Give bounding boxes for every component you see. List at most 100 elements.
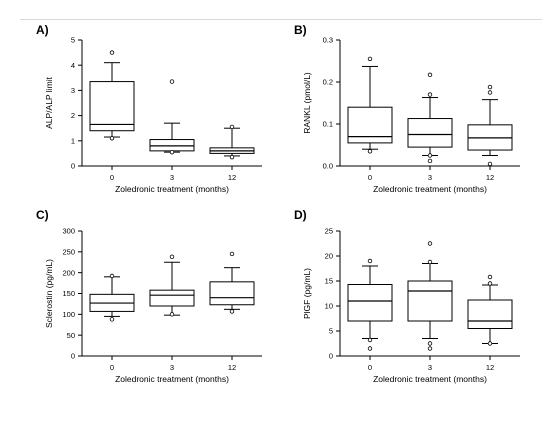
box-group <box>149 254 195 317</box>
box-group <box>407 241 453 351</box>
outlier-point <box>367 149 373 154</box>
box-group <box>467 84 513 167</box>
panel-3: C) 0 50 100 150 200 250 300 0 3 12 Zoledronic treat… <box>36 208 262 384</box>
box-group <box>149 79 195 155</box>
outlier-point <box>427 241 433 246</box>
panel-4: D) 0 5 10 15 20 25 0 3 12 Zoledronic treatment (mo… <box>294 208 520 384</box>
iqr-box <box>347 106 393 144</box>
outlier-point <box>109 317 115 322</box>
y-tick-label: 0.1 <box>323 120 333 129</box>
outlier-point <box>169 312 175 317</box>
y-axis-title: PlGF (pg/mL) <box>302 268 312 319</box>
outlier-point <box>427 346 433 351</box>
outlier-point <box>427 259 433 265</box>
y-tick-label: 0.3 <box>323 36 333 45</box>
y-tick-label: 10 <box>325 302 333 311</box>
box-group <box>209 251 255 314</box>
y-tick-label: 0.0 <box>323 162 333 171</box>
outlier-point <box>427 158 433 164</box>
outlier-point <box>487 341 493 346</box>
y-tick-label: 0 <box>329 352 333 361</box>
y-tick-label: 0.2 <box>323 78 333 87</box>
outlier-point <box>229 309 235 314</box>
y-tick-label: 250 <box>62 247 75 256</box>
outlier-point <box>427 72 433 78</box>
y-tick-label: 0 <box>71 162 75 171</box>
iqr-box <box>209 281 255 306</box>
y-tick-label: 5 <box>329 327 333 336</box>
x-tick-label: 0 <box>368 363 372 372</box>
outlier-point <box>427 341 433 346</box>
outlier-point <box>427 153 433 158</box>
outlier-point <box>487 161 493 167</box>
top-divider-line <box>20 19 542 20</box>
y-tick-label: 15 <box>325 277 333 286</box>
outlier-point <box>169 254 175 260</box>
outlier-point <box>109 273 115 279</box>
outlier-point <box>229 251 235 257</box>
y-tick-label: 50 <box>67 331 75 340</box>
y-tick-label: 4 <box>71 61 75 70</box>
box-group <box>209 124 255 160</box>
outlier-point <box>169 149 175 155</box>
x-tick-label: 3 <box>428 363 432 372</box>
x-tick-label: 3 <box>428 173 432 182</box>
x-tick-label: 3 <box>170 363 174 372</box>
box-group <box>467 274 513 346</box>
y-axis-title: Sclerostin (pg/mL) <box>44 259 54 328</box>
y-tick-label: 200 <box>62 268 75 277</box>
iqr-box <box>467 299 513 329</box>
outlier-point <box>229 154 235 160</box>
outlier-point <box>487 274 493 280</box>
outlier-point <box>487 84 493 90</box>
x-tick-label: 12 <box>486 363 494 372</box>
y-tick-label: 2 <box>71 111 75 120</box>
iqr-box <box>149 139 195 152</box>
iqr-box <box>407 118 453 148</box>
x-tick-label: 12 <box>486 173 494 182</box>
iqr-box <box>149 289 195 307</box>
box-group <box>89 50 135 141</box>
x-tick-label: 0 <box>110 363 114 372</box>
x-tick-label: 12 <box>228 363 236 372</box>
x-tick-label: 0 <box>110 173 114 182</box>
y-axis-title: RANKL (pmol/L) <box>302 72 312 134</box>
outlier-point <box>229 124 235 130</box>
x-tick-label: 12 <box>228 173 236 182</box>
iqr-box <box>89 81 135 132</box>
y-tick-label: 25 <box>325 227 333 236</box>
outlier-point <box>487 90 493 95</box>
x-axis-title: Zoledronic treatment (months) <box>115 374 229 384</box>
box-group <box>407 72 453 164</box>
y-axis-title: ALP/ALP limit <box>44 76 54 128</box>
outlier-point <box>367 337 373 343</box>
y-tick-label: 0 <box>71 352 75 361</box>
panel-letter: A) <box>36 23 49 37</box>
y-tick-label: 5 <box>71 36 75 45</box>
y-tick-label: 1 <box>71 136 75 145</box>
box-group <box>347 258 393 351</box>
outlier-point <box>367 346 373 351</box>
x-axis-title: Zoledronic treatment (months) <box>115 184 229 194</box>
x-tick-label: 3 <box>170 173 174 182</box>
x-tick-label: 0 <box>368 173 372 182</box>
y-tick-label: 100 <box>62 310 75 319</box>
iqr-box <box>407 280 453 322</box>
outlier-point <box>169 79 175 84</box>
box-group <box>347 56 393 154</box>
panel-2: B) 0.0 0.1 0.2 0.3 0 3 12 Zoledronic treatment (… <box>294 23 520 194</box>
x-axis-title: Zoledronic treatment (months) <box>373 374 487 384</box>
panel-letter: C) <box>36 208 49 222</box>
outlier-point <box>427 92 433 97</box>
outlier-point <box>109 136 115 141</box>
iqr-box <box>347 284 393 322</box>
y-tick-label: 20 <box>325 252 333 261</box>
outlier-point <box>487 281 493 286</box>
x-axis-title: Zoledronic treatment (months) <box>373 184 487 194</box>
outlier-point <box>367 56 373 62</box>
y-tick-label: 3 <box>71 86 75 95</box>
outlier-point <box>367 258 373 264</box>
box-group <box>89 273 135 322</box>
